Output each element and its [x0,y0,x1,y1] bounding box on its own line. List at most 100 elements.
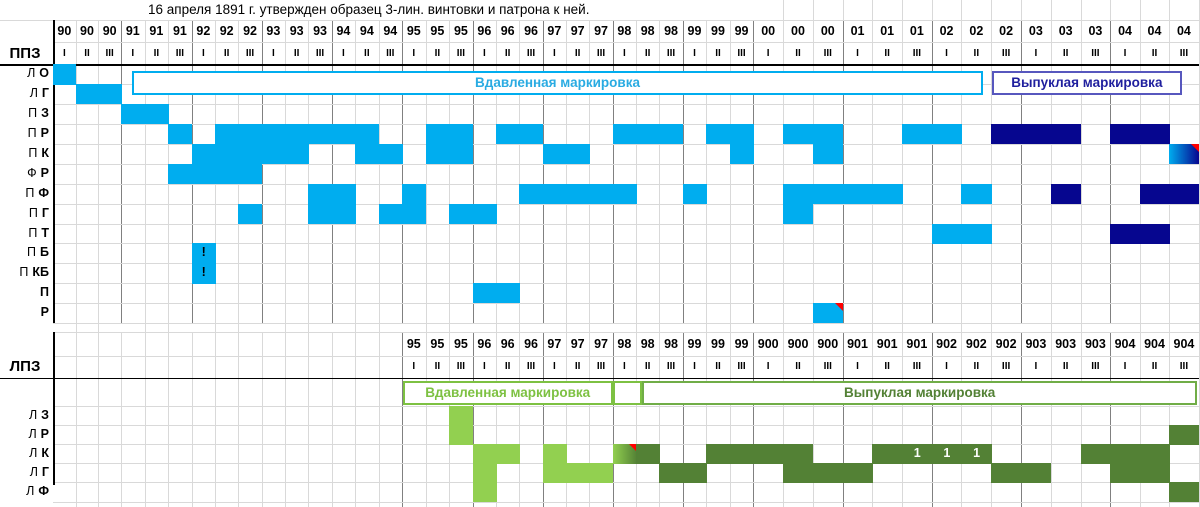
gridline-v [472,20,474,323]
cell-mark [238,203,263,224]
year-label: 97 [570,336,585,351]
cell-mark [355,143,380,165]
year-label: 98 [617,24,632,38]
tert-label: II [434,360,441,372]
cell-mark [636,444,660,464]
cell-mark [872,183,903,204]
year-label: 95 [406,24,421,38]
cell-mark [402,203,427,224]
cell-mark [144,104,169,125]
year-label: 92 [219,24,234,38]
tert-label: III [456,47,466,59]
cell-mark [496,124,520,145]
year-label: 03 [1058,24,1073,38]
tert-label: I [622,360,626,372]
tert-label: III [1001,47,1011,59]
gridline-v [1139,0,1141,20]
count-label: 1 [973,446,981,461]
tert-label: I [552,360,556,372]
year-label: 96 [524,24,538,38]
year-label: 04 [1147,24,1162,38]
tert-label: II [715,360,721,372]
cell-mark [215,163,239,185]
cell-mark [261,124,286,145]
tert-label: II [644,360,651,372]
gridline-v [331,332,333,507]
cell-mark [1110,463,1141,483]
cell-mark [931,124,963,145]
tert-label: II [795,360,801,372]
year-label: 902 [965,336,987,351]
gridline-v [753,20,755,323]
tert-label: I [62,47,66,59]
cell-mark [542,143,567,165]
cell-mark [519,183,544,204]
gridline-v [1110,0,1112,20]
cell-mark [1050,183,1082,204]
cell-mark [872,444,903,464]
tert-label: I [131,47,135,59]
tert-label: III [666,360,676,372]
cell-mark [682,463,707,483]
year-label: 95 [430,24,445,38]
gridline-h [53,355,1199,357]
cell-mark [285,124,309,145]
year-label: 99 [687,24,702,38]
cell-mark [991,124,1022,145]
tert-label: II [1151,47,1158,59]
year-label: 904 [1144,336,1165,351]
tert-label: II [1151,360,1158,372]
cell-mark [542,183,567,204]
chart-title: 16 апреля 1891 г. утвержден образец 3-ли… [148,2,590,17]
year-label: 01 [909,24,924,38]
cell-mark [1110,223,1141,244]
tert-label: I [766,47,770,59]
cell-mark [191,143,216,165]
cell-mark [612,183,637,204]
tert-label: II [434,47,441,59]
cell-mark [1139,183,1170,204]
tert-label: I [1123,47,1127,59]
cell-mark [496,283,520,304]
tert-label: II [644,47,651,59]
gridline-v [542,20,544,323]
gridline-h [53,143,1199,145]
cell-mark [355,124,380,145]
year-label: 93 [289,24,304,38]
gridline-v [812,0,814,20]
tert-label: III [315,47,325,59]
year-label: 94 [359,24,374,38]
cell-mark [402,183,427,204]
cell-mark [238,143,263,165]
cell-mark [1110,444,1141,464]
gridline-v [682,20,684,323]
tert-label: I [1034,47,1038,59]
gridline-h [53,263,1199,265]
gridline-v [1021,332,1022,507]
gridline-h [53,463,1199,465]
tert-label: II [884,360,890,372]
cell-mark [496,444,520,464]
tert-label: III [1001,360,1011,372]
year-label: 90 [102,24,117,38]
cell-mark [519,124,544,145]
tert-label: II [223,47,230,59]
cell-mark [1050,124,1082,145]
gridline-h [53,501,1199,503]
gridline-v [402,20,403,323]
tert-label: III [1179,47,1189,59]
cell-mark [961,183,992,204]
gridline-v [1198,20,1200,507]
gridline-v [121,332,122,507]
tert-label: III [1091,47,1100,59]
year-label: 901 [847,336,868,351]
gridline-h [53,163,1199,165]
tert-label: I [945,360,948,372]
cell-mark [308,203,333,224]
year-label: 99 [711,24,725,38]
gridline-v [53,332,55,485]
